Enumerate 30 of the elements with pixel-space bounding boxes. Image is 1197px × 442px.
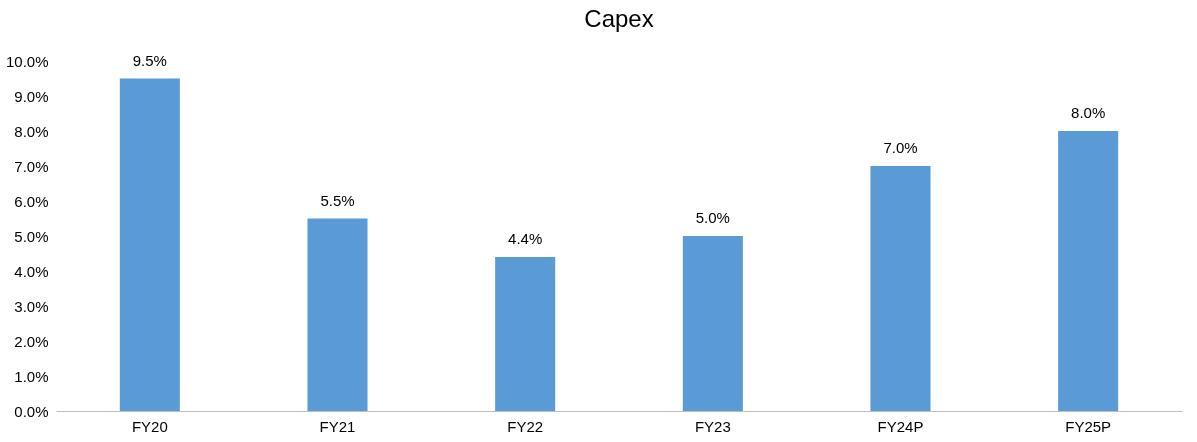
y-tick-label: 6.0% xyxy=(14,192,49,210)
data-label: 5.0% xyxy=(695,209,730,226)
bar xyxy=(870,166,931,411)
y-tick-label: 8.0% xyxy=(14,122,49,140)
bar xyxy=(1058,131,1119,411)
x-tick-label: FY25P xyxy=(1065,417,1112,435)
y-tick-label: 3.0% xyxy=(14,297,49,315)
data-label: 7.0% xyxy=(883,139,918,156)
x-tick-label: FY20 xyxy=(131,417,168,435)
bar xyxy=(119,78,180,411)
y-tick-label: 4.0% xyxy=(14,262,49,280)
bar xyxy=(682,236,743,411)
y-tick-label: 10.0% xyxy=(5,52,49,70)
y-tick-label: 2.0% xyxy=(14,332,49,350)
chart-title: Capex xyxy=(584,4,654,32)
y-tick-label: 5.0% xyxy=(14,227,49,245)
data-label: 9.5% xyxy=(132,51,167,69)
bar xyxy=(307,218,368,411)
y-tick-label: 9.0% xyxy=(14,87,49,105)
data-label: 8.0% xyxy=(1071,104,1106,121)
bar xyxy=(495,257,556,411)
x-tick-label: FY22 xyxy=(507,417,544,435)
x-tick-label: FY21 xyxy=(319,417,356,435)
data-label: 5.5% xyxy=(320,191,355,209)
y-tick-label: 1.0% xyxy=(14,367,49,385)
y-tick-label: 7.0% xyxy=(14,157,49,175)
x-tick-label: FY23 xyxy=(694,417,731,435)
y-tick-label: 0.0% xyxy=(14,402,49,420)
data-label: 4.4% xyxy=(508,230,543,247)
x-tick-label: FY24P xyxy=(877,417,924,435)
